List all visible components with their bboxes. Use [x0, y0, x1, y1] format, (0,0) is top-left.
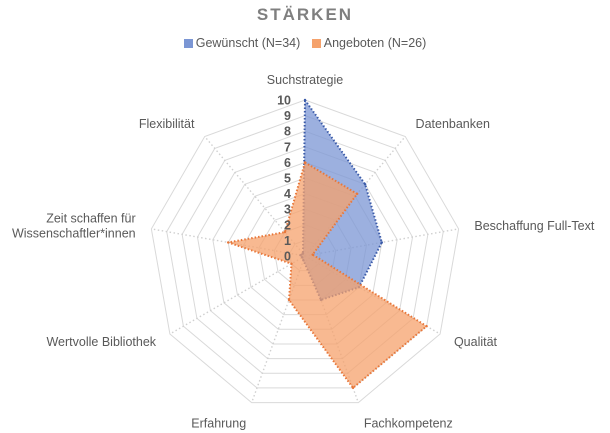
tick-label-5: 5 [284, 172, 291, 186]
tick-label-6: 6 [284, 156, 291, 170]
data-point-s2-4 [425, 325, 428, 328]
axis-label-2: Datenbanken [416, 117, 490, 131]
axis-label-1: Suchstrategie [267, 73, 343, 87]
axis-label-5: Fachkompetenz [364, 417, 453, 431]
legend-item-gewuenscht: Gewünscht (N=34) [183, 36, 301, 50]
axis-label-4: Qualität [454, 335, 498, 349]
data-point-s2-3 [311, 253, 314, 256]
chart-title: STÄRKEN [256, 5, 354, 24]
data-point-s2-1 [303, 161, 307, 164]
data-point-s1-2 [363, 183, 367, 186]
tick-label-2: 2 [284, 218, 291, 232]
tick-label-9: 9 [284, 109, 291, 123]
axis-label-8-line-1: Zeit schaffen für [46, 212, 135, 226]
data-point-s2-5 [351, 386, 355, 390]
legend: Gewünscht (N=34) Angeboten (N=26) [0, 36, 610, 50]
axis-label-3: Beschaffung Full-Text [474, 219, 594, 233]
axis-label-7: Wertvolle Bibliothek [46, 335, 156, 349]
grid-ring-6 [212, 161, 398, 345]
tick-label-8: 8 [284, 125, 291, 139]
grid-ring-10 [150, 99, 460, 404]
data-point-s2-9 [283, 230, 287, 234]
tick-label-3: 3 [284, 203, 291, 217]
axis-label-8-line-2: Wissenschaftler*innen [12, 227, 136, 241]
legend-swatch-angeboten [311, 39, 321, 48]
grid-ring-7 [196, 146, 414, 360]
series-area-2 [227, 161, 428, 389]
legend-swatch-gewuenscht [183, 39, 193, 48]
tick-label-0: 0 [284, 250, 291, 264]
grid-ring-8 [181, 130, 429, 374]
tick-label-1: 1 [284, 234, 291, 248]
data-point-s2-2 [355, 192, 359, 196]
tick-label-7: 7 [284, 140, 291, 154]
data-point-s2-6 [287, 298, 291, 302]
data-point-s1-3 [380, 241, 384, 244]
legend-label-gewuenscht: Gewünscht (N=34) [195, 36, 301, 50]
tick-label-10: 10 [277, 94, 291, 108]
data-point-s2-7 [290, 262, 293, 265]
data-point-s1-1 [303, 98, 307, 102]
legend-label-angeboten: Angeboten (N=26) [323, 36, 427, 50]
data-point-s2-8 [226, 241, 230, 244]
legend-item-angeboten: Angeboten (N=26) [311, 36, 427, 50]
axis-label-9: Flexibilität [139, 117, 195, 131]
tick-label-4: 4 [284, 187, 291, 201]
grid-ring-9 [166, 115, 444, 389]
axis-label-6: Erfahrung [191, 417, 246, 431]
